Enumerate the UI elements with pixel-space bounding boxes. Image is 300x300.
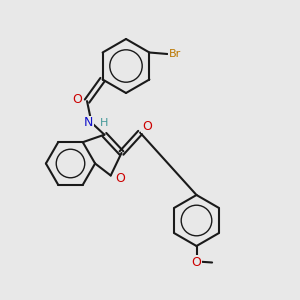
- Text: H: H: [100, 118, 108, 128]
- Text: Br: Br: [169, 49, 181, 59]
- Text: O: O: [115, 172, 124, 185]
- Text: O: O: [73, 93, 82, 106]
- Text: O: O: [192, 256, 201, 269]
- Text: N: N: [84, 116, 93, 129]
- Text: O: O: [142, 119, 152, 133]
